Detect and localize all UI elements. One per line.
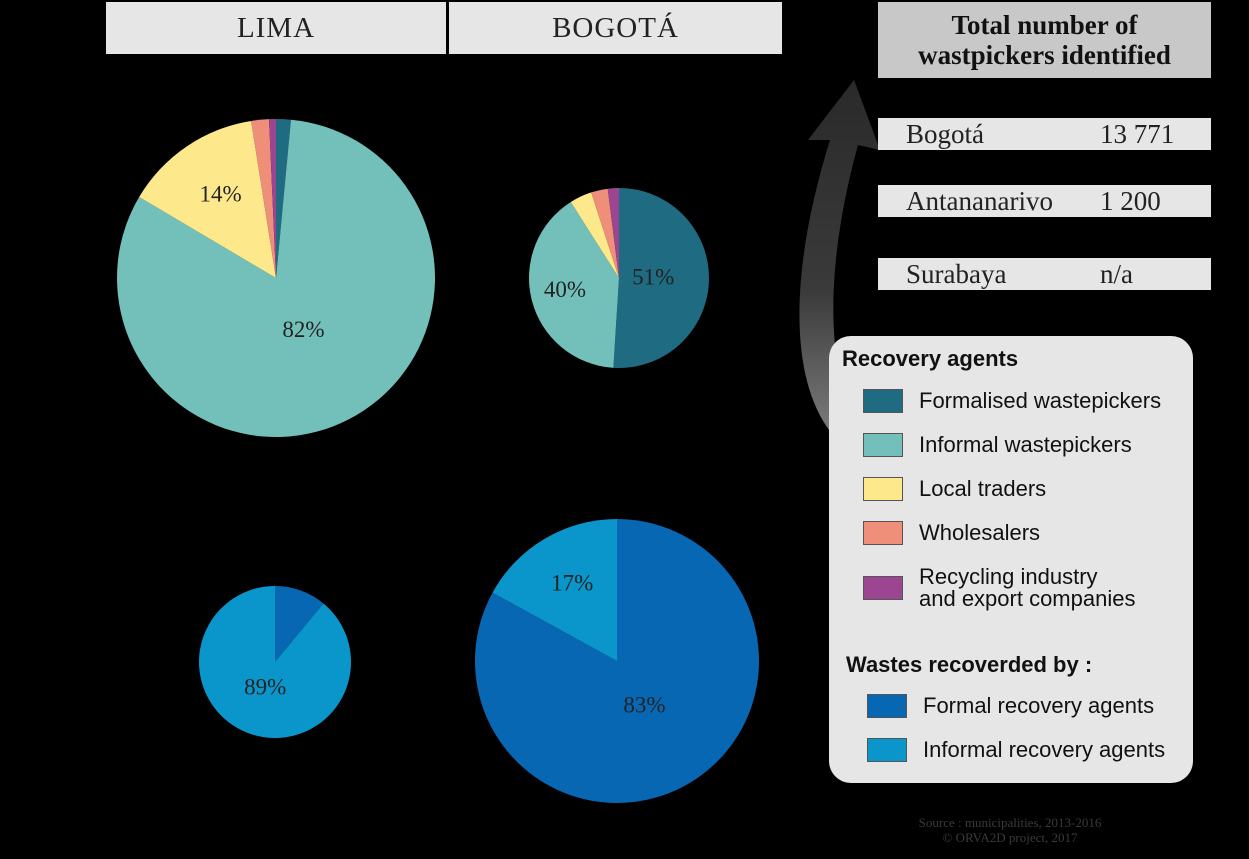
legend-label: Formal recovery agents xyxy=(923,693,1155,718)
pie-slice-label: 89% xyxy=(244,674,286,699)
pie-slice xyxy=(613,188,709,368)
pie-slice xyxy=(199,586,351,739)
legend-item-wholesalers: Wholesalers xyxy=(863,521,1040,545)
bogota-header: BOGOTÁ xyxy=(449,2,782,54)
count-city: Bogotá xyxy=(906,119,984,149)
legend-item-formal-recovery-agents: Formal recovery agents xyxy=(867,694,1154,718)
lima-header: LIMA xyxy=(106,2,446,54)
total-title-line1: Total number of xyxy=(951,10,1138,40)
legend-label: Formalised wastepickers xyxy=(919,388,1162,413)
pie-slice-label: 17% xyxy=(551,571,593,596)
legend-label: Wholesalers xyxy=(919,520,1041,545)
legend-item-formalised-wastepickers: Formalised wastepickers xyxy=(863,389,1161,413)
pie-slice xyxy=(591,188,619,278)
legend-label: Informal wastepickers xyxy=(919,432,1132,457)
legend-label-line2: and export companies xyxy=(919,586,1136,611)
count-row-bogota: Bogotá 13 771 xyxy=(878,118,1211,150)
total-wastepickers-title: Total number of wastpickers identified xyxy=(878,2,1211,78)
lima-wastes-pie: 89% xyxy=(199,586,351,739)
legend-item-recycling-industry: Recycling industry and export companies xyxy=(863,566,1135,610)
arrow-graphic xyxy=(799,80,880,462)
source-note: Source : municipalities, 2013-2016 © ORV… xyxy=(880,815,1140,845)
pie-slice xyxy=(570,192,619,278)
total-title-line2: wastpickers identified xyxy=(918,40,1171,70)
legend-item-informal-wastepickers: Informal wastepickers xyxy=(863,433,1132,457)
bogota-agents-pie: 51% 40% xyxy=(528,188,709,368)
legend-swatch xyxy=(863,389,903,413)
pie-slice xyxy=(275,586,324,662)
pie-slice xyxy=(116,119,435,437)
count-row-surabaya: Surabaya n/a xyxy=(878,258,1211,290)
legend-swatch xyxy=(863,521,903,545)
count-row-antananarivo: Antananarivo 1 200 xyxy=(878,185,1211,217)
pie-slice xyxy=(528,202,619,368)
count-city: Surabaya xyxy=(906,259,1007,289)
legend-item-informal-recovery-agents: Informal recovery agents xyxy=(867,738,1165,762)
legend-swatch xyxy=(867,694,907,718)
legend-label: Recycling industry and export companies xyxy=(919,566,1135,610)
pie-slice xyxy=(251,119,276,278)
lima-agents-pie: 82% 14% xyxy=(116,119,435,437)
legend-label-line1: Recycling industry xyxy=(919,564,1098,589)
legend-agents-title: Recovery agents xyxy=(842,346,1019,371)
pie-slice-label: 83% xyxy=(623,693,665,718)
pie-slice xyxy=(607,188,619,278)
legend-item-local-traders: Local traders xyxy=(863,477,1046,501)
legend-label: Local traders xyxy=(919,476,1047,501)
source-line2: © ORVA2D project, 2017 xyxy=(942,830,1078,845)
source-line1: Source : municipalities, 2013-2016 xyxy=(918,815,1102,830)
count-value: 1 200 xyxy=(1100,186,1161,216)
pie-slice xyxy=(276,119,291,278)
legend-label: Informal recovery agents xyxy=(923,737,1166,762)
pie-slice xyxy=(139,120,276,279)
legend-swatch xyxy=(863,477,903,501)
pie-slice-label: 51% xyxy=(632,264,674,289)
legend-wastes-title: Wastes recoverded by : xyxy=(846,652,1093,677)
count-value: 13 771 xyxy=(1100,119,1175,149)
count-value: n/a xyxy=(1100,259,1133,289)
legend-swatch xyxy=(863,433,903,457)
legend-swatch xyxy=(863,576,903,600)
pie-slice-label: 82% xyxy=(282,317,324,342)
pie-slice-label: 14% xyxy=(200,182,242,207)
pie-slice xyxy=(475,519,760,803)
pie-slice xyxy=(492,519,617,661)
pie-slice xyxy=(269,119,276,278)
bogota-wastes-pie: 83% 17% xyxy=(475,519,760,803)
count-city: Antananarivo xyxy=(906,186,1053,216)
pie-slice-label: 40% xyxy=(544,277,586,302)
legend: Recovery agents Formalised wastepickers … xyxy=(829,336,1193,783)
legend-swatch xyxy=(867,738,907,762)
